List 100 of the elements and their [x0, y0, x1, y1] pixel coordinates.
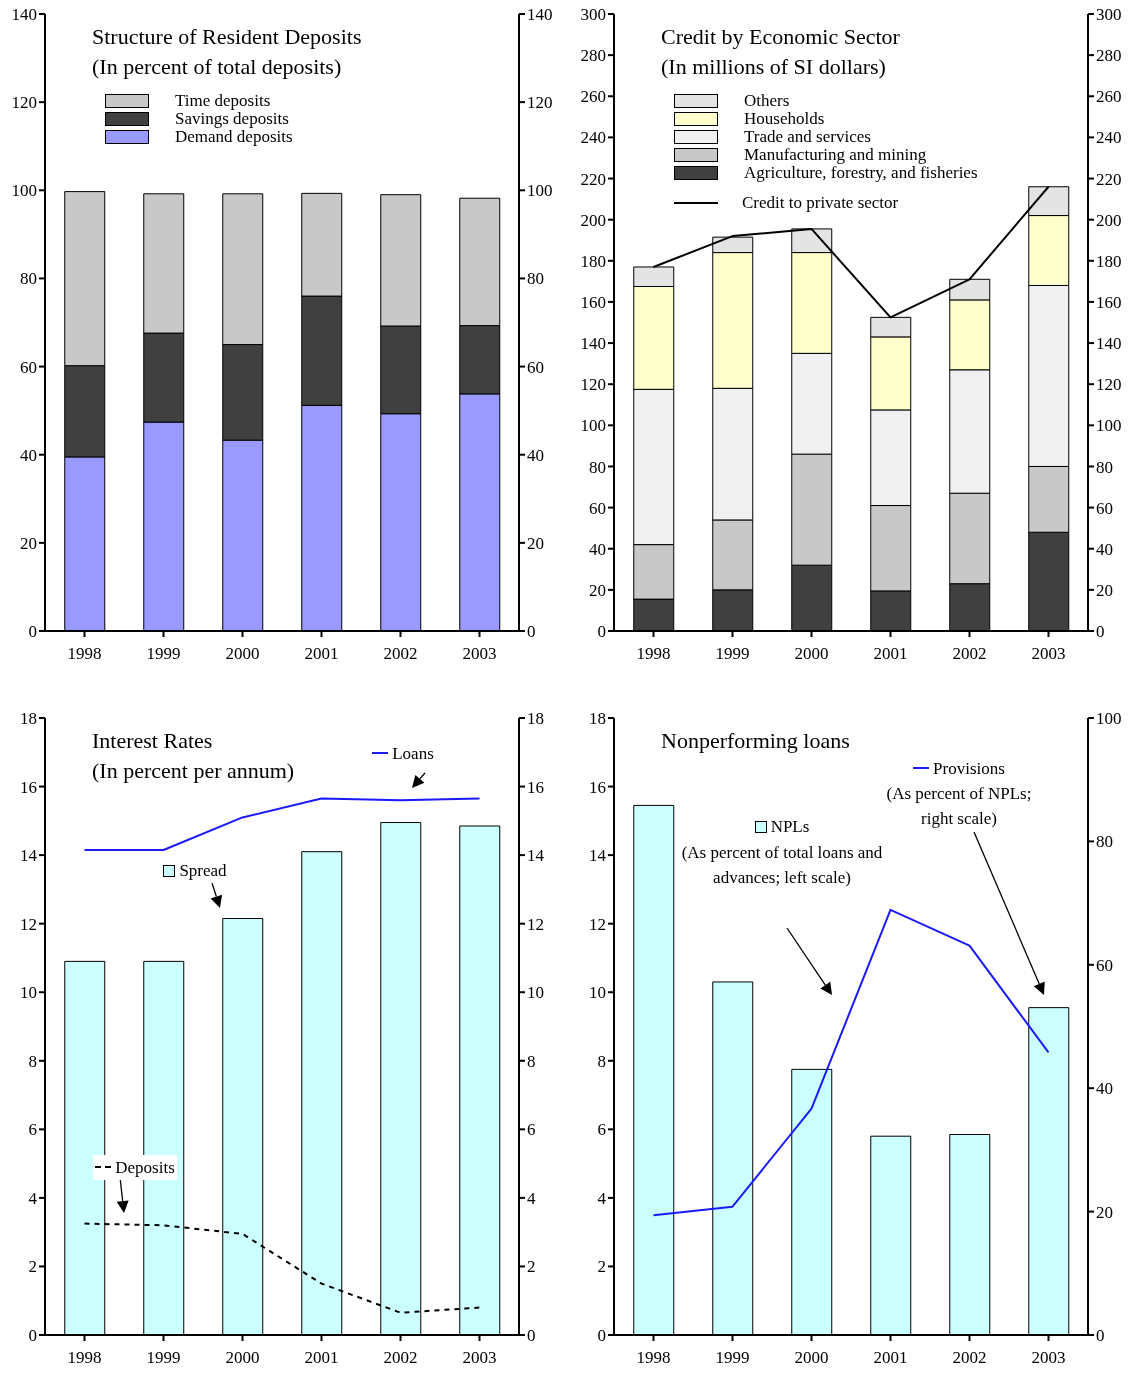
- x-tick-label: 2003: [1031, 644, 1066, 664]
- x-tick-label: 1999: [715, 1348, 750, 1368]
- y-tick-label: 0: [28, 622, 37, 642]
- y-tick-label: 10: [589, 983, 606, 1003]
- y-tick-label: 20: [20, 533, 37, 553]
- y-tick-label: 2: [597, 1257, 606, 1277]
- text: (In millions of SI dollars): [661, 53, 887, 81]
- y-tick-label: 12: [20, 914, 37, 934]
- y2-tick-label: 80: [1096, 457, 1113, 477]
- legend-label: Households: [744, 109, 825, 128]
- y2-tick-label: 280: [1096, 46, 1122, 66]
- y2-tick-label: 20: [527, 533, 544, 553]
- y2-tick-label: 60: [1096, 955, 1113, 975]
- y2-tick-label: 2: [527, 1257, 536, 1277]
- y-tick-label: 140: [580, 334, 606, 354]
- y2-tick-label: 4: [527, 1188, 536, 1208]
- x-tick-label: 1998: [636, 644, 671, 664]
- y-tick-label: 0: [597, 1326, 606, 1346]
- y-tick-label: 20: [589, 580, 606, 600]
- legend-label: Others: [744, 91, 790, 110]
- y2-tick-label: 120: [527, 93, 553, 113]
- x-tick-label: 1998: [636, 1348, 671, 1368]
- y-tick-label: 14: [589, 846, 607, 866]
- y2-tick-label: 260: [1096, 87, 1122, 107]
- y2-tick-label: 60: [1096, 498, 1113, 518]
- y-tick-label: 4: [28, 1188, 38, 1208]
- y2-tick-label: 140: [1096, 334, 1122, 354]
- y-tick-label: 160: [580, 292, 606, 312]
- x-tick-label: 2001: [873, 644, 908, 664]
- y2-tick-label: 16: [527, 777, 544, 797]
- x-tick-label: 1999: [146, 644, 181, 664]
- y2-tick-label: 200: [1096, 210, 1122, 230]
- y-tick-label: 120: [11, 93, 37, 113]
- annotation: (As percent of total loans and advances; left scale): [680, 841, 884, 889]
- y-tick-label: 8: [597, 1051, 606, 1071]
- y-tick-label: 280: [580, 46, 606, 66]
- x-tick-label: 1998: [67, 1348, 102, 1368]
- y-tick-label: 10: [20, 983, 37, 1003]
- y-tick-label: 60: [589, 498, 606, 518]
- y2-tick-label: 12: [527, 914, 544, 934]
- y-tick-label: 18: [589, 709, 606, 729]
- y-tick-label: 4: [597, 1188, 607, 1208]
- legend-label: Trade and services: [744, 127, 871, 146]
- y2-tick-label: 100: [1096, 709, 1122, 729]
- y2-tick-label: 80: [1096, 832, 1113, 852]
- legend-label: Deposits: [115, 1156, 175, 1179]
- x-tick-label: 2003: [462, 644, 497, 664]
- y2-tick-label: 10: [527, 983, 544, 1003]
- y-tick-label: 16: [589, 777, 606, 797]
- y2-tick-label: 80: [527, 269, 544, 289]
- text: (In percent of total deposits): [92, 53, 343, 81]
- y-tick-label: 200: [580, 210, 606, 230]
- x-tick-label: 1999: [146, 1348, 181, 1368]
- x-tick-label: 2000: [225, 644, 260, 664]
- y2-tick-label: 220: [1096, 169, 1122, 189]
- legend-label: Savings deposits: [175, 109, 289, 128]
- y-tick-label: 100: [11, 181, 37, 201]
- y-tick-label: 240: [580, 128, 606, 148]
- line-series: [652, 908, 1050, 1217]
- y-tick-label: 0: [597, 622, 606, 642]
- x-tick-label: 2002: [383, 644, 418, 664]
- x-tick-label: 2003: [1031, 1348, 1066, 1368]
- y-tick-label: 18: [20, 709, 37, 729]
- y2-tick-label: 40: [1096, 539, 1113, 559]
- legend-label: NPLs: [770, 816, 810, 838]
- y-tick-label: 80: [589, 457, 606, 477]
- x-tick-label: 2000: [794, 1348, 829, 1368]
- y-tick-label: 12: [589, 914, 606, 934]
- y2-tick-label: 120: [1096, 375, 1122, 395]
- x-tick-label: 2002: [952, 644, 987, 664]
- text: Structure of Resident Deposits: [92, 23, 362, 51]
- y2-tick-label: 40: [1096, 1079, 1113, 1099]
- text: Nonperforming loans: [661, 727, 850, 755]
- y2-tick-label: 14: [527, 846, 545, 866]
- y-tick-label: 220: [580, 169, 606, 189]
- legend-label: Loans: [392, 742, 434, 765]
- y-tick-label: 40: [20, 445, 37, 465]
- text: Interest Rates: [92, 727, 214, 755]
- y2-tick-label: 160: [1096, 292, 1122, 312]
- y2-tick-label: 20: [1096, 580, 1113, 600]
- y-tick-label: 14: [20, 846, 38, 866]
- x-tick-label: 2003: [462, 1348, 497, 1368]
- legend-label: Credit to private sector: [742, 193, 899, 212]
- y2-tick-label: 6: [527, 1120, 536, 1140]
- line-series: [83, 797, 481, 851]
- y2-tick-label: 180: [1096, 251, 1122, 271]
- y-tick-label: 6: [28, 1120, 37, 1140]
- x-tick-label: 2002: [952, 1348, 987, 1368]
- y-tick-label: 2: [28, 1257, 37, 1277]
- y2-tick-label: 140: [527, 5, 553, 25]
- x-tick-label: 2000: [794, 644, 829, 664]
- y-tick-label: 140: [11, 5, 37, 25]
- legend-label: Time deposits: [175, 91, 271, 110]
- y-tick-label: 80: [20, 269, 37, 289]
- x-tick-label: 1998: [67, 644, 102, 664]
- y-tick-label: 260: [580, 87, 606, 107]
- y2-tick-label: 100: [1096, 416, 1122, 436]
- y2-tick-label: 0: [527, 622, 536, 642]
- y-tick-label: 120: [580, 375, 606, 395]
- y-tick-label: 0: [28, 1326, 37, 1346]
